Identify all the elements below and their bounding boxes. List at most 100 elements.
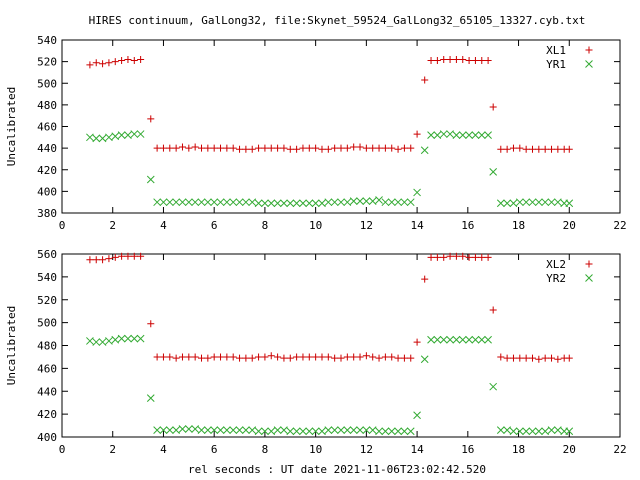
- data-point: [86, 337, 94, 345]
- data-point: [565, 427, 574, 436]
- legend-marker: [585, 60, 593, 68]
- data-point: [489, 306, 497, 314]
- data-point: [236, 145, 244, 153]
- data-point: [503, 145, 511, 153]
- data-point: [223, 144, 231, 152]
- data-point: [318, 353, 326, 361]
- data-point: [433, 253, 441, 261]
- data-point: [547, 426, 556, 434]
- data-point: [420, 146, 429, 155]
- data-point: [446, 130, 454, 138]
- data-point: [337, 426, 345, 434]
- data-point: [356, 426, 364, 434]
- data-point: [111, 253, 119, 261]
- data-point: [147, 320, 155, 328]
- data-point: [210, 144, 218, 152]
- data-point: [203, 426, 212, 434]
- data-point: [356, 197, 364, 205]
- data-point: [261, 427, 269, 436]
- data-point: [229, 144, 237, 152]
- x-tick-label: 6: [211, 219, 218, 232]
- data-point: [427, 57, 435, 65]
- series-xl1: [86, 55, 573, 153]
- y-tick-label: 440: [37, 385, 57, 398]
- data-point: [311, 199, 320, 208]
- data-point: [420, 355, 429, 364]
- data-point: [459, 55, 467, 63]
- data-point: [286, 354, 294, 362]
- data-point: [312, 353, 320, 361]
- data-point: [548, 145, 556, 153]
- data-point: [471, 57, 479, 65]
- data-point: [105, 133, 113, 142]
- y-tick-label: 420: [37, 164, 57, 177]
- data-point: [118, 252, 126, 260]
- data-point: [400, 144, 408, 152]
- legend-marker: [585, 274, 593, 282]
- data-point: [146, 175, 155, 184]
- data-point: [477, 131, 486, 140]
- data-point: [362, 352, 370, 360]
- legend-label: XL2: [546, 258, 566, 271]
- data-point: [153, 198, 161, 207]
- data-point: [198, 354, 205, 362]
- data-point: [509, 199, 518, 208]
- legend-label: YR2: [546, 272, 566, 285]
- data-point: [299, 199, 307, 208]
- data-point: [191, 198, 200, 207]
- data-point: [136, 334, 145, 343]
- data-point: [433, 57, 441, 65]
- data-point: [210, 353, 218, 361]
- y-tick-label: 520: [37, 56, 57, 69]
- x-axis-label: rel seconds : UT date 2021-11-06T23:02:4…: [188, 463, 486, 476]
- data-point: [242, 426, 250, 434]
- y-tick-label: 540: [37, 34, 57, 47]
- data-point: [92, 256, 100, 264]
- data-point: [350, 353, 358, 361]
- data-point: [137, 252, 145, 260]
- data-point: [311, 427, 320, 436]
- y-tick-label: 380: [37, 207, 57, 220]
- data-point: [452, 131, 461, 140]
- data-point: [375, 427, 383, 436]
- data-point: [273, 199, 282, 208]
- data-point: [159, 353, 167, 361]
- data-point: [439, 335, 448, 344]
- data-point: [86, 133, 94, 142]
- data-point: [198, 144, 205, 152]
- x-tick-label: 12: [360, 219, 373, 232]
- data-point: [172, 354, 180, 362]
- data-point: [137, 55, 145, 63]
- data-point: [255, 353, 263, 361]
- x-tick-label: 10: [309, 219, 322, 232]
- data-point: [267, 199, 276, 208]
- data-point: [274, 144, 282, 152]
- data-point: [210, 198, 219, 207]
- data-point: [458, 335, 467, 344]
- data-point: [254, 427, 263, 436]
- data-point: [305, 427, 314, 436]
- data-point: [178, 198, 187, 207]
- y-axis-label: Uncalibrated: [5, 306, 18, 385]
- data-point: [440, 55, 448, 63]
- data-point: [528, 427, 537, 436]
- data-point: [274, 353, 282, 361]
- data-point: [400, 427, 409, 436]
- data-point: [318, 145, 326, 153]
- data-point: [267, 427, 276, 436]
- data-point: [178, 143, 186, 151]
- data-point: [534, 427, 543, 436]
- data-point: [509, 144, 517, 152]
- data-point: [293, 145, 301, 153]
- data-point: [465, 131, 473, 140]
- data-point: [184, 198, 193, 207]
- x-tick-label: 22: [613, 219, 626, 232]
- y-tick-label: 500: [37, 77, 57, 90]
- data-point: [522, 198, 531, 207]
- data-point: [509, 427, 518, 436]
- y-tick-label: 400: [37, 431, 57, 444]
- data-point: [248, 198, 257, 207]
- data-point: [166, 353, 174, 361]
- data-point: [465, 57, 473, 65]
- data-point: [242, 198, 250, 207]
